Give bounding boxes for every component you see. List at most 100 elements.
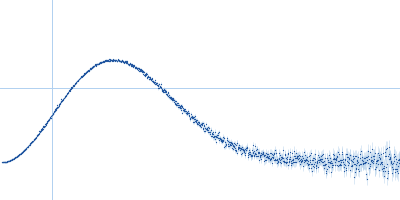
- Point: [68, 85, 74, 89]
- Point: [179, 106, 185, 109]
- Point: [60, 97, 66, 100]
- Point: [395, 171, 400, 174]
- Point: [178, 106, 184, 110]
- Point: [228, 142, 234, 145]
- Point: [337, 158, 344, 161]
- Point: [86, 68, 92, 72]
- Point: [343, 168, 350, 171]
- Point: [350, 158, 356, 161]
- Point: [162, 88, 168, 91]
- Point: [372, 151, 378, 155]
- Point: [140, 71, 147, 74]
- Point: [208, 128, 214, 131]
- Point: [318, 159, 324, 163]
- Point: [249, 148, 255, 151]
- Point: [150, 79, 156, 83]
- Point: [324, 158, 331, 162]
- Point: [361, 157, 368, 160]
- Point: [116, 59, 122, 62]
- Point: [175, 106, 181, 109]
- Point: [124, 61, 130, 64]
- Point: [79, 75, 85, 78]
- Point: [296, 157, 302, 160]
- Point: [75, 78, 81, 82]
- Point: [125, 62, 131, 66]
- Point: [34, 133, 41, 136]
- Point: [98, 61, 105, 64]
- Point: [58, 101, 64, 104]
- Point: [367, 150, 373, 153]
- Point: [134, 67, 140, 71]
- Point: [294, 157, 300, 160]
- Point: [152, 81, 158, 84]
- Point: [104, 59, 111, 62]
- Point: [230, 143, 236, 146]
- Point: [109, 59, 116, 62]
- Point: [32, 136, 39, 139]
- Point: [327, 159, 334, 163]
- Point: [331, 160, 338, 163]
- Point: [272, 158, 279, 161]
- Point: [89, 67, 95, 70]
- Point: [173, 104, 179, 107]
- Point: [244, 145, 250, 148]
- Point: [1, 160, 7, 164]
- Point: [368, 160, 374, 163]
- Point: [390, 160, 397, 163]
- Point: [247, 152, 254, 156]
- Point: [388, 166, 395, 169]
- Point: [212, 134, 218, 138]
- Point: [46, 117, 52, 120]
- Point: [161, 87, 167, 90]
- Point: [140, 69, 146, 73]
- Point: [74, 80, 80, 83]
- Point: [290, 161, 296, 164]
- Point: [56, 102, 63, 105]
- Point: [300, 157, 306, 160]
- Point: [185, 109, 191, 112]
- Point: [329, 152, 336, 155]
- Point: [201, 123, 207, 126]
- Point: [326, 160, 332, 164]
- Point: [24, 146, 30, 149]
- Point: [218, 138, 224, 141]
- Point: [396, 158, 400, 161]
- Point: [286, 160, 292, 163]
- Point: [3, 161, 9, 164]
- Point: [0, 161, 6, 164]
- Point: [338, 161, 344, 164]
- Point: [378, 153, 384, 156]
- Point: [306, 162, 312, 165]
- Point: [186, 114, 193, 117]
- Point: [0, 161, 5, 164]
- Point: [373, 161, 380, 164]
- Point: [278, 161, 285, 165]
- Point: [155, 87, 162, 90]
- Point: [87, 68, 93, 71]
- Point: [146, 77, 152, 80]
- Point: [284, 160, 290, 163]
- Point: [164, 95, 171, 98]
- Point: [156, 83, 162, 86]
- Point: [298, 158, 304, 161]
- Point: [227, 143, 233, 147]
- Point: [274, 158, 280, 161]
- Point: [169, 98, 176, 102]
- Point: [168, 96, 174, 99]
- Point: [114, 60, 120, 63]
- Point: [206, 126, 212, 130]
- Point: [190, 116, 197, 119]
- Point: [52, 108, 58, 111]
- Point: [7, 159, 14, 162]
- Point: [328, 164, 335, 167]
- Point: [213, 140, 220, 144]
- Point: [48, 114, 54, 117]
- Point: [41, 124, 48, 127]
- Point: [289, 159, 295, 162]
- Point: [344, 152, 350, 155]
- Point: [200, 121, 206, 124]
- Point: [163, 91, 170, 94]
- Point: [177, 104, 184, 107]
- Point: [385, 155, 392, 158]
- Point: [19, 151, 26, 154]
